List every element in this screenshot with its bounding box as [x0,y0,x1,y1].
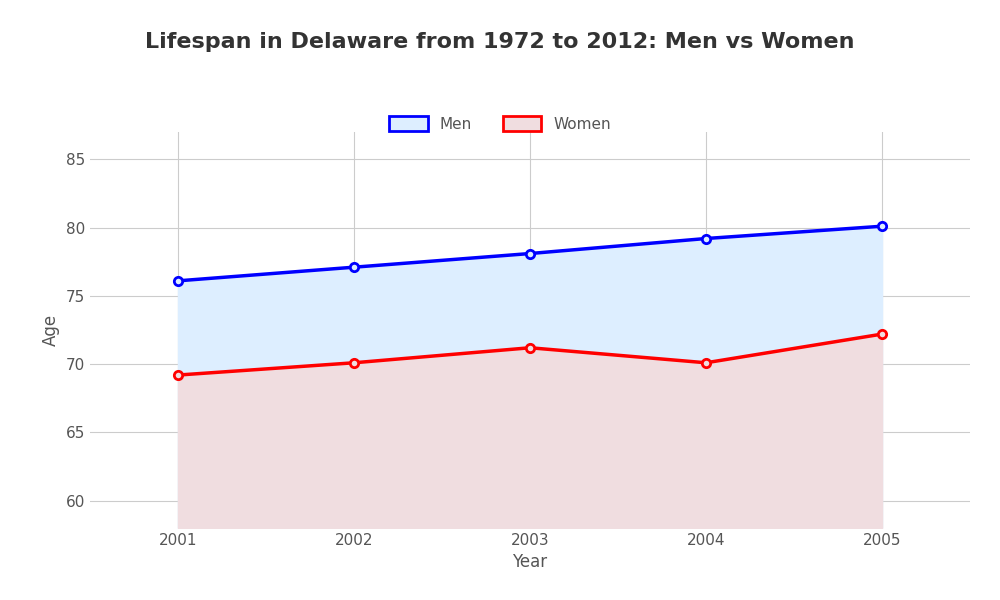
Y-axis label: Age: Age [42,314,60,346]
X-axis label: Year: Year [512,553,548,571]
Legend: Men, Women: Men, Women [383,110,617,138]
Text: Lifespan in Delaware from 1972 to 2012: Men vs Women: Lifespan in Delaware from 1972 to 2012: … [145,32,855,52]
